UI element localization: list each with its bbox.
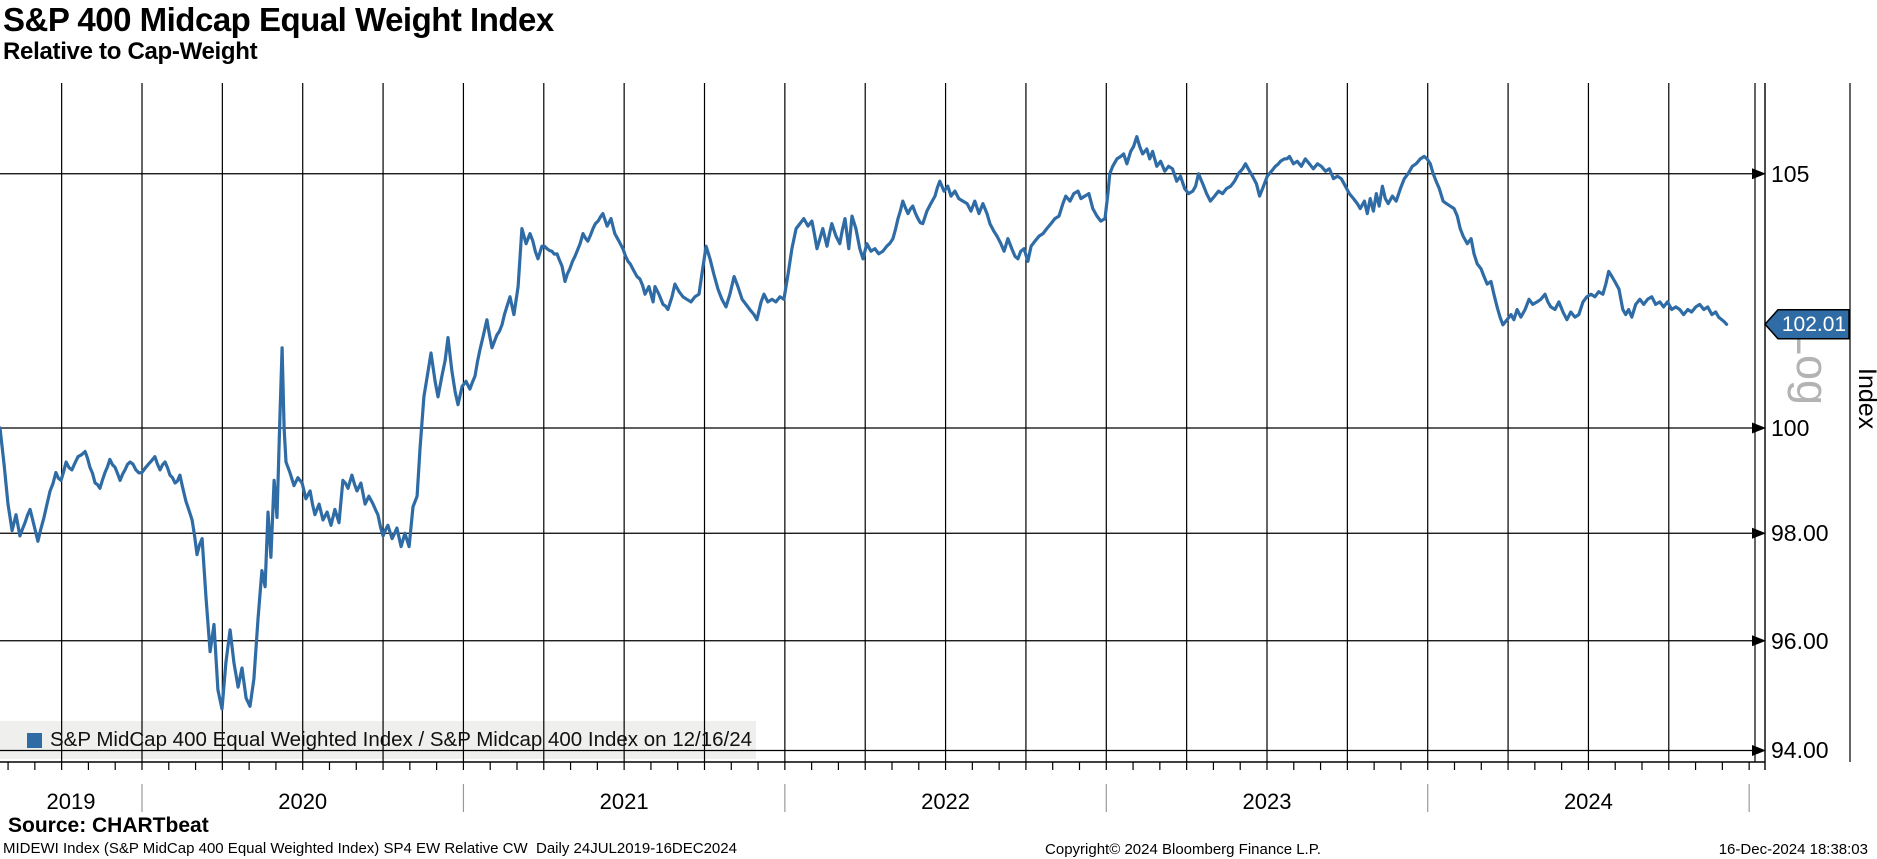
legend: S&P MidCap 400 Equal Weighted Index / S&… [0,721,752,759]
axis-arrow-icon [1752,527,1766,539]
x-axis-year-label: 2022 [921,789,971,814]
last-value-marker-label: 102.01 [1781,313,1847,337]
y-axis-tick-label: 105 [1771,160,1810,187]
series-line [0,135,1729,711]
x-axis-year-label: 2020 [278,789,328,814]
y-axis-tick-label: 94.00 [1771,737,1829,764]
footer-timestamp: 16-Dec-2024 18:38:03 [1718,841,1868,858]
legend-series-swatch-icon [27,732,42,748]
y-axis-tick-label: 96.00 [1771,627,1829,654]
footer-description: MIDEWI Index (S&P MidCap 400 Equal Weigh… [3,840,737,857]
x-axis-year-label: 2021 [599,789,649,814]
page-subtitle: Relative to Cap-Weight [3,38,258,65]
page-title: S&P 400 Midcap Equal Weight Index [3,1,554,38]
legend-background [0,721,756,759]
log-scale-watermark: Log [1787,330,1838,406]
last-value-marker [1763,309,1850,340]
x-axis-year-label: 2024 [1563,789,1613,814]
axis-arrow-icon [1752,422,1766,434]
axis-arrow-icon [1752,635,1766,647]
source-line: Source: CHARTbeat [8,814,209,837]
legend-series-label: S&P MidCap 400 Equal Weighted Index / S&… [50,728,753,751]
y-axis-title: Index [1853,368,1877,430]
x-axis-year-label: 2019 [46,789,96,814]
y-axis-tick-label: 98.00 [1771,520,1829,547]
axis-arrow-icon [1752,168,1766,180]
footer-copyright: Copyright© 2024 Bloomberg Finance L.P. [1045,841,1321,858]
axis-arrow-icon [1752,744,1766,756]
y-axis-tick-label: 100 [1771,415,1810,441]
x-axis-year-label: 2023 [1242,789,1292,814]
